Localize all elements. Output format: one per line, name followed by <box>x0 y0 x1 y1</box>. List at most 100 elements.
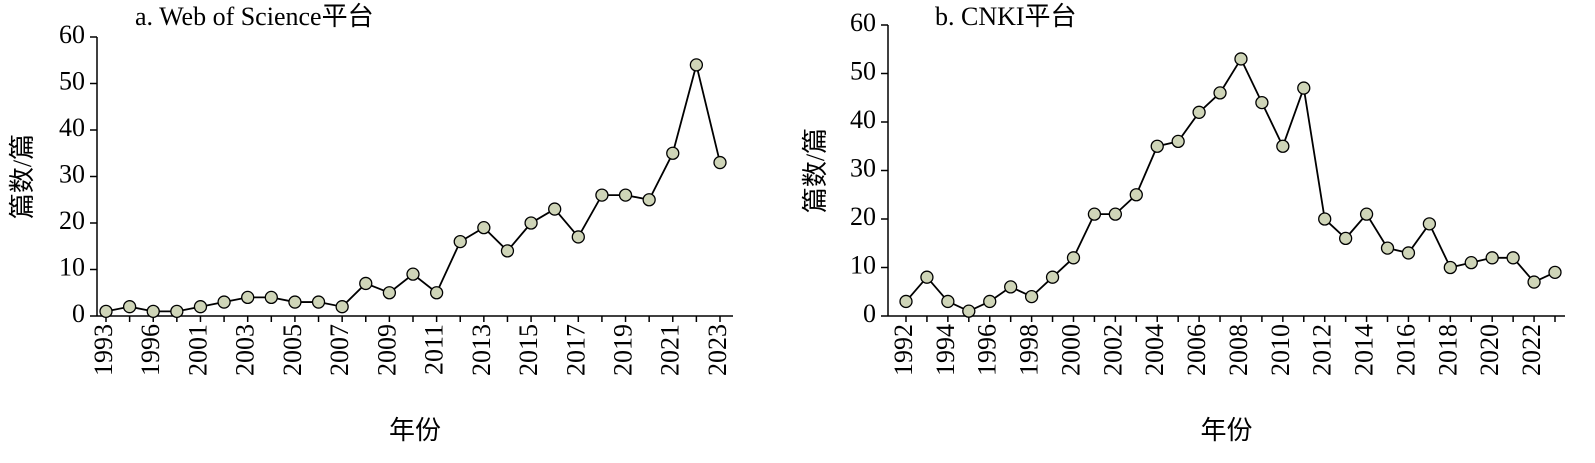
x-tick-label: 2001 <box>183 324 212 376</box>
data-point <box>122 300 137 314</box>
x-tick-label: 2007 <box>325 324 354 376</box>
y-tick-label: 60 <box>850 8 876 37</box>
data-point <box>1004 280 1018 294</box>
x-tick-label: 2012 <box>1308 324 1337 376</box>
x-axis-label: 年份 <box>389 416 441 445</box>
data-point <box>666 146 680 160</box>
data-point <box>689 58 704 72</box>
data-point <box>1485 251 1499 265</box>
x-tick-label: 1992 <box>889 324 918 376</box>
data-point <box>217 295 231 309</box>
data-point <box>595 188 609 202</box>
y-axis-label: 篇数/篇 <box>801 128 830 213</box>
data-point <box>1443 260 1457 275</box>
x-axis-label: 年份 <box>1200 416 1252 445</box>
x-tick-label: 2006 <box>1182 324 1211 376</box>
data-point <box>1066 251 1081 265</box>
y-tick-label: 10 <box>59 252 85 281</box>
data-point <box>146 304 160 319</box>
data-point <box>241 290 255 305</box>
y-tick-label: 0 <box>72 299 85 328</box>
y-tick-label: 10 <box>850 250 876 279</box>
data-point <box>311 295 326 309</box>
data-point <box>1234 52 1248 66</box>
data-point <box>571 230 585 244</box>
data-point <box>288 295 302 309</box>
data-point <box>713 155 727 170</box>
y-tick-label: 30 <box>850 153 876 182</box>
data-point <box>359 276 373 291</box>
x-tick-label: 2010 <box>1266 324 1295 376</box>
chart-title: a. Web of Science平台 <box>135 2 374 31</box>
data-point <box>1129 188 1143 202</box>
x-tick-label: 2011 <box>420 324 449 375</box>
data-point <box>500 244 515 258</box>
x-tick-label: 2009 <box>372 324 401 376</box>
data-point <box>524 216 538 230</box>
data-point <box>193 300 208 314</box>
data-line <box>905 57 1556 313</box>
x-tick-label: 1996 <box>136 324 165 376</box>
data-point <box>1213 86 1227 100</box>
data-point <box>170 304 184 319</box>
x-tick-label: 2000 <box>1056 324 1085 376</box>
data-point <box>1359 207 1374 221</box>
x-tick-label: 1996 <box>973 324 1002 376</box>
data-point <box>1527 275 1541 289</box>
x-tick-label: 2019 <box>609 324 638 376</box>
data-point <box>264 290 278 305</box>
data-point <box>1045 270 1060 284</box>
data-point <box>1297 81 1311 95</box>
x-tick-label: 2018 <box>1433 324 1462 376</box>
data-point <box>453 234 467 249</box>
data-point <box>1192 105 1206 119</box>
x-tick-label: 2005 <box>278 324 307 376</box>
data-point <box>99 304 113 319</box>
data-point <box>1422 217 1437 231</box>
x-tick-label: 2015 <box>514 324 543 376</box>
data-point <box>899 294 913 309</box>
y-tick-label: 40 <box>59 113 85 142</box>
x-tick-label: 2021 <box>656 324 685 376</box>
x-tick-label: 1994 <box>931 324 960 376</box>
data-point <box>1464 255 1478 270</box>
data-point <box>1024 289 1039 304</box>
data-point <box>642 193 656 207</box>
data-point <box>335 300 349 314</box>
data-point <box>1401 246 1416 260</box>
data-point <box>983 294 997 309</box>
data-point <box>1255 95 1269 110</box>
x-tick-label: 2022 <box>1517 324 1546 376</box>
data-point <box>1338 231 1353 246</box>
x-tick-label: 1998 <box>1015 324 1044 376</box>
x-tick-label: 2004 <box>1140 324 1169 376</box>
x-tick-label: 2003 <box>231 324 260 376</box>
x-tick-label: 2014 <box>1350 324 1379 376</box>
y-axis-label: 篇数/篇 <box>8 134 37 219</box>
data-point <box>429 286 444 300</box>
x-tick-label: 2023 <box>703 324 732 376</box>
data-point <box>941 294 955 309</box>
y-tick-label: 50 <box>850 56 876 85</box>
data-point <box>477 220 491 235</box>
x-tick-label: 1993 <box>89 324 118 376</box>
x-tick-label: 2017 <box>561 324 590 376</box>
data-point <box>962 304 976 318</box>
data-point <box>1108 207 1123 221</box>
data-point <box>548 202 562 216</box>
data-point <box>1318 212 1332 226</box>
x-tick-label: 2008 <box>1224 324 1253 376</box>
data-point <box>920 270 934 284</box>
data-point <box>618 188 633 202</box>
data-point <box>1276 139 1290 153</box>
chart-title: b. CNKI平台 <box>935 2 1077 31</box>
y-tick-label: 30 <box>59 159 85 188</box>
x-tick-label: 2002 <box>1098 324 1127 376</box>
x-tick-label: 2020 <box>1475 324 1504 376</box>
data-point <box>1506 251 1520 265</box>
data-point <box>382 286 397 300</box>
x-tick-label: 2016 <box>1391 324 1420 376</box>
y-tick-label: 50 <box>59 66 85 95</box>
